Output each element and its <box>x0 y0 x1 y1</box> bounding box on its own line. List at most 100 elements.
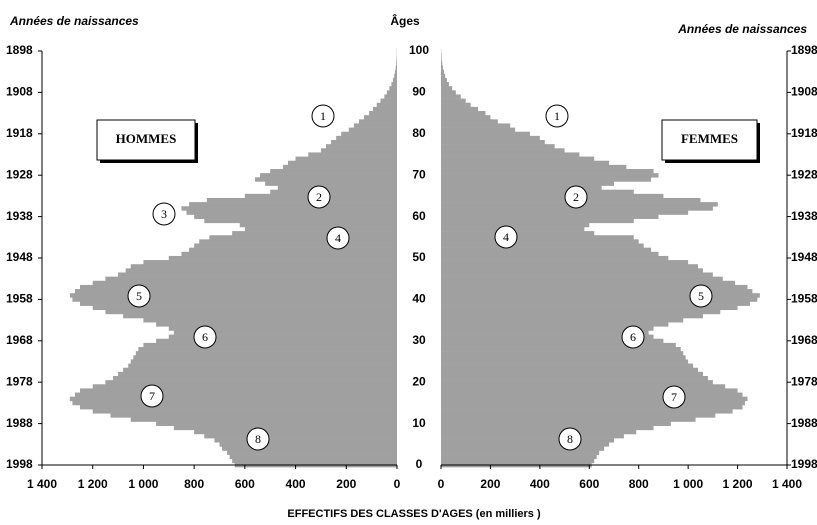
bar <box>110 413 397 418</box>
y-tick-label: 70 <box>412 167 426 181</box>
bar <box>130 417 397 422</box>
bar <box>441 351 684 356</box>
bar <box>395 65 397 70</box>
annotation-circle <box>311 104 335 128</box>
bar <box>265 181 397 186</box>
bar <box>255 177 397 182</box>
bar <box>441 425 654 431</box>
y-label: Âges <box>390 13 420 28</box>
bar <box>441 123 511 128</box>
bar <box>441 330 649 335</box>
annotation: 7 <box>671 390 677 404</box>
x-tick-label: 400 <box>530 477 550 491</box>
bar <box>194 429 397 435</box>
x-tick-label: 200 <box>336 477 356 491</box>
bar <box>441 152 580 157</box>
y2-tick-label: 1918 <box>791 126 817 140</box>
bar <box>125 268 397 273</box>
bar <box>92 305 397 311</box>
bar <box>441 57 442 62</box>
x-tick-label: 1 000 <box>673 477 703 491</box>
bar <box>441 65 443 70</box>
bar <box>72 297 397 302</box>
bar <box>277 185 397 190</box>
bar <box>441 284 748 290</box>
bar <box>441 144 555 149</box>
annotation-circle <box>558 427 582 451</box>
annotation: 7 <box>149 389 155 403</box>
y-tick-label: 10 <box>412 416 426 430</box>
bar <box>336 135 397 141</box>
bar <box>229 454 397 460</box>
bar <box>441 82 449 87</box>
annotation: 6 <box>630 330 636 344</box>
bar <box>227 450 397 455</box>
bar <box>441 222 590 228</box>
y2-tick-label: 1938 <box>6 209 33 223</box>
bar <box>130 359 397 364</box>
bar <box>372 106 397 112</box>
bar <box>441 251 659 257</box>
bar <box>92 280 397 286</box>
bar <box>287 160 397 166</box>
x-tick-label: 0 <box>438 477 445 491</box>
y-tick-label: 20 <box>412 374 426 388</box>
annotation-circle <box>152 202 176 226</box>
bar <box>194 214 397 219</box>
y2-tick-label: 1998 <box>6 457 33 471</box>
y2-tick-label: 1988 <box>6 416 33 430</box>
bar <box>441 384 726 389</box>
bar <box>441 446 605 451</box>
y-tick-label: 30 <box>412 333 426 347</box>
bar <box>80 388 398 393</box>
y2-tick-label: 1918 <box>6 126 33 140</box>
bar <box>441 458 595 464</box>
legend-box <box>661 119 758 161</box>
bar <box>222 446 397 451</box>
bar <box>441 450 600 455</box>
bar <box>441 309 721 315</box>
y2-tick-label: 1968 <box>791 333 817 347</box>
bar <box>441 69 444 75</box>
bar <box>389 86 397 91</box>
bar <box>80 284 398 290</box>
bar <box>441 111 486 116</box>
bar <box>135 351 398 356</box>
bar <box>105 380 398 385</box>
bar <box>80 301 398 306</box>
x-tick-label: 800 <box>184 477 204 491</box>
y2-tick-label: 1978 <box>791 374 817 388</box>
annotation: 8 <box>255 432 261 446</box>
bar <box>441 140 545 145</box>
bar <box>441 338 664 344</box>
bar <box>394 69 397 75</box>
bar <box>441 297 758 302</box>
bar <box>441 421 671 426</box>
x-tick-label: 1 200 <box>723 477 753 491</box>
y2-tick-label: 1928 <box>791 167 817 181</box>
bar <box>441 181 614 186</box>
bar <box>441 210 689 215</box>
x-tick-label: 600 <box>579 477 599 491</box>
bar <box>441 164 627 170</box>
annotation-circle <box>662 385 686 409</box>
bar <box>441 293 760 298</box>
bar <box>239 222 397 228</box>
bar <box>353 123 397 128</box>
bar <box>320 148 397 153</box>
bar <box>204 218 397 224</box>
annotation-circle <box>564 185 588 209</box>
bar <box>441 189 634 195</box>
bar <box>156 421 397 426</box>
x-label: EFFECTIFS DES CLASSES D'AGES (en millier… <box>287 508 541 520</box>
y2-tick-label: 1968 <box>6 333 33 347</box>
bar <box>441 400 745 406</box>
bar <box>113 375 397 381</box>
bar <box>260 173 397 178</box>
bar <box>441 301 750 306</box>
bar <box>441 148 565 153</box>
bar <box>441 173 659 178</box>
bar <box>441 160 610 166</box>
bar <box>168 326 397 331</box>
bar <box>143 342 397 348</box>
